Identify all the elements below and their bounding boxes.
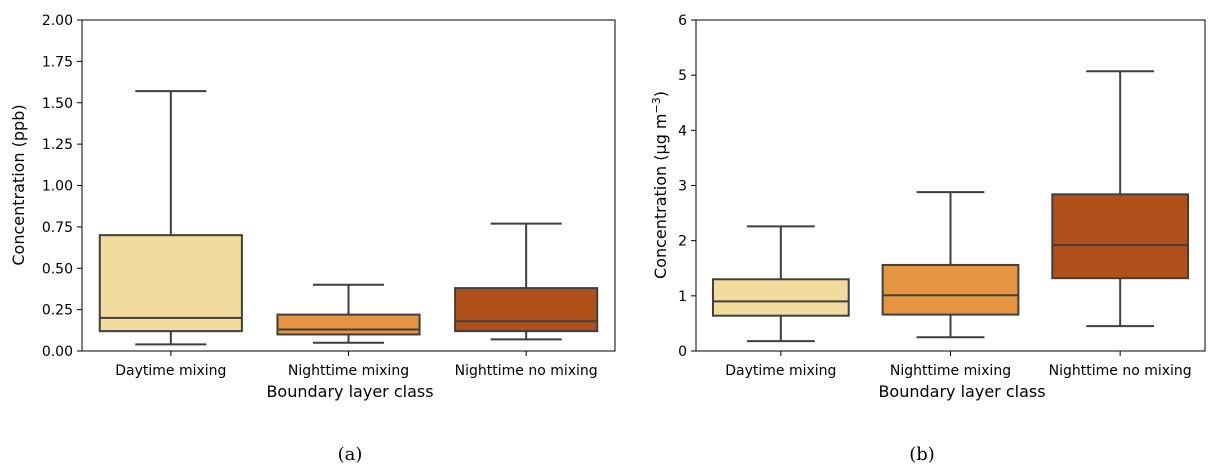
a-box [454, 287, 599, 333]
a-xtick-label: Daytime mixing [115, 363, 226, 379]
a-ytick-label: 1.25 [42, 137, 73, 153]
panel-a-caption: (a) [338, 444, 363, 465]
panel-b: 0 1 2 3 4 5 6 Daytime mixing Nighttime mixing Ni… [650, 13, 1206, 465]
b-ytick-label: 1 [678, 289, 687, 305]
b-ytick-label: 2 [678, 234, 687, 250]
a-ytick-label: 1.00 [42, 179, 73, 195]
a-ytick-label: 2.00 [42, 13, 73, 29]
panel-b-caption: (b) [909, 444, 935, 465]
panel-a-xlabel: Boundary layer class [266, 382, 433, 401]
b-ytick-label: 5 [678, 68, 687, 84]
a-ytick-label: 0.25 [42, 303, 73, 319]
panel-a: 0.00 0.25 0.50 0.75 1.00 1.25 1.50 1.75 2.00 Day… [9, 13, 616, 465]
b-box [881, 263, 1020, 316]
a-box [98, 234, 243, 333]
a-ytick-label: 1.50 [42, 96, 73, 112]
b-ytick-label: 3 [678, 179, 687, 195]
b-ytick-label: 4 [678, 123, 687, 139]
b-xtick-label: Daytime mixing [725, 363, 836, 379]
panel-b-xlabel: Boundary layer class [878, 382, 1045, 401]
a-xtick-label: Nighttime no mixing [455, 363, 598, 379]
b-xtick-label: Nighttime no mixing [1049, 363, 1192, 379]
panel-a-ylabel: Concentration (ppb) [9, 104, 28, 265]
b-ytick-label: 0 [678, 344, 687, 360]
a-ytick-label: 1.75 [42, 54, 73, 70]
b-xtick-label: Nighttime mixing [890, 363, 1011, 379]
a-box [276, 313, 421, 336]
a-ytick-label: 0.50 [42, 261, 73, 277]
a-ytick-label: 0.75 [42, 220, 73, 236]
b-box [1051, 193, 1190, 280]
b-ytick-label: 6 [678, 13, 687, 29]
a-xtick-label: Nighttime mixing [288, 363, 409, 379]
a-ytick-label: 0.00 [42, 344, 73, 360]
panel-b-ylabel: Concentration (µg m−3) [650, 91, 670, 279]
b-box [711, 278, 850, 317]
